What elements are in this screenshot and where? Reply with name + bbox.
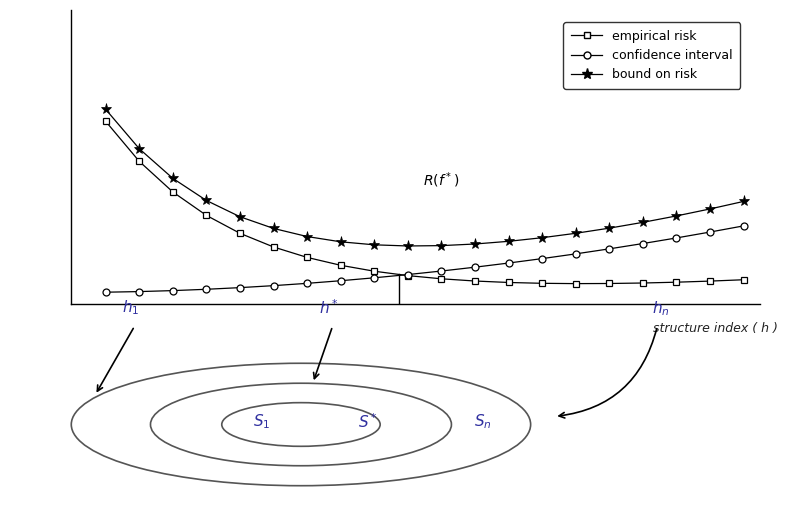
empirical risk xyxy=(202,212,211,219)
empirical risk xyxy=(101,118,111,124)
empirical risk xyxy=(135,158,144,164)
Text: $h_1$: $h_1$ xyxy=(122,298,139,317)
empirical risk xyxy=(268,244,278,250)
confidence interval xyxy=(604,246,614,252)
confidence interval xyxy=(705,229,714,235)
confidence interval xyxy=(101,289,111,295)
empirical risk xyxy=(436,276,446,282)
empirical risk xyxy=(303,255,312,261)
confidence interval xyxy=(235,284,245,291)
empirical risk xyxy=(470,278,480,284)
confidence interval xyxy=(571,251,581,257)
bound on risk xyxy=(303,234,312,240)
Text: $S_n$: $S_n$ xyxy=(474,413,492,431)
confidence interval xyxy=(638,240,648,246)
bound on risk xyxy=(638,220,648,226)
Line: empirical risk: empirical risk xyxy=(102,118,747,287)
empirical risk xyxy=(537,280,546,286)
bound on risk xyxy=(135,146,144,152)
empirical risk xyxy=(336,262,345,268)
bound on risk xyxy=(705,206,714,212)
confidence interval xyxy=(336,278,345,284)
Text: $h_n$: $h_n$ xyxy=(653,299,670,318)
bound on risk xyxy=(168,175,177,182)
confidence interval xyxy=(370,275,379,281)
confidence interval xyxy=(739,223,748,229)
Text: structure index ( h ): structure index ( h ) xyxy=(653,322,778,335)
bound on risk xyxy=(739,198,748,204)
empirical risk xyxy=(672,279,681,285)
bound on risk xyxy=(336,239,345,245)
confidence interval xyxy=(403,272,413,278)
bound on risk xyxy=(202,197,211,203)
confidence interval xyxy=(202,286,211,293)
Legend: empirical risk, confidence interval, bound on risk: empirical risk, confidence interval, bou… xyxy=(563,22,741,89)
confidence interval xyxy=(135,288,144,295)
confidence interval xyxy=(672,235,681,241)
bound on risk xyxy=(604,225,614,231)
Text: $S^*$: $S^*$ xyxy=(358,413,379,431)
empirical risk xyxy=(403,273,413,279)
empirical risk xyxy=(739,277,748,283)
confidence interval xyxy=(303,280,312,286)
bound on risk xyxy=(470,241,480,247)
bound on risk xyxy=(403,243,413,249)
bound on risk xyxy=(235,214,245,220)
bound on risk xyxy=(268,226,278,232)
confidence interval xyxy=(268,282,278,288)
empirical risk xyxy=(235,230,245,236)
Text: $h^*$: $h^*$ xyxy=(318,298,339,317)
Text: $R(f^*)$: $R(f^*)$ xyxy=(423,171,459,191)
Text: $S_1$: $S_1$ xyxy=(253,413,270,431)
empirical risk xyxy=(604,280,614,286)
empirical risk xyxy=(638,280,648,286)
empirical risk xyxy=(705,278,714,284)
confidence interval xyxy=(504,260,513,266)
confidence interval xyxy=(436,268,446,274)
empirical risk xyxy=(168,189,177,195)
bound on risk xyxy=(436,242,446,248)
bound on risk xyxy=(672,213,681,219)
bound on risk xyxy=(370,242,379,248)
bound on risk xyxy=(571,230,581,236)
confidence interval xyxy=(537,256,546,262)
bound on risk xyxy=(101,106,111,113)
confidence interval xyxy=(470,264,480,270)
Line: confidence interval: confidence interval xyxy=(102,223,747,296)
empirical risk xyxy=(504,279,513,285)
bound on risk xyxy=(504,238,513,244)
empirical risk xyxy=(571,280,581,286)
bound on risk xyxy=(537,235,546,241)
empirical risk xyxy=(370,268,379,274)
Line: bound on risk: bound on risk xyxy=(100,104,749,251)
confidence interval xyxy=(168,287,177,294)
